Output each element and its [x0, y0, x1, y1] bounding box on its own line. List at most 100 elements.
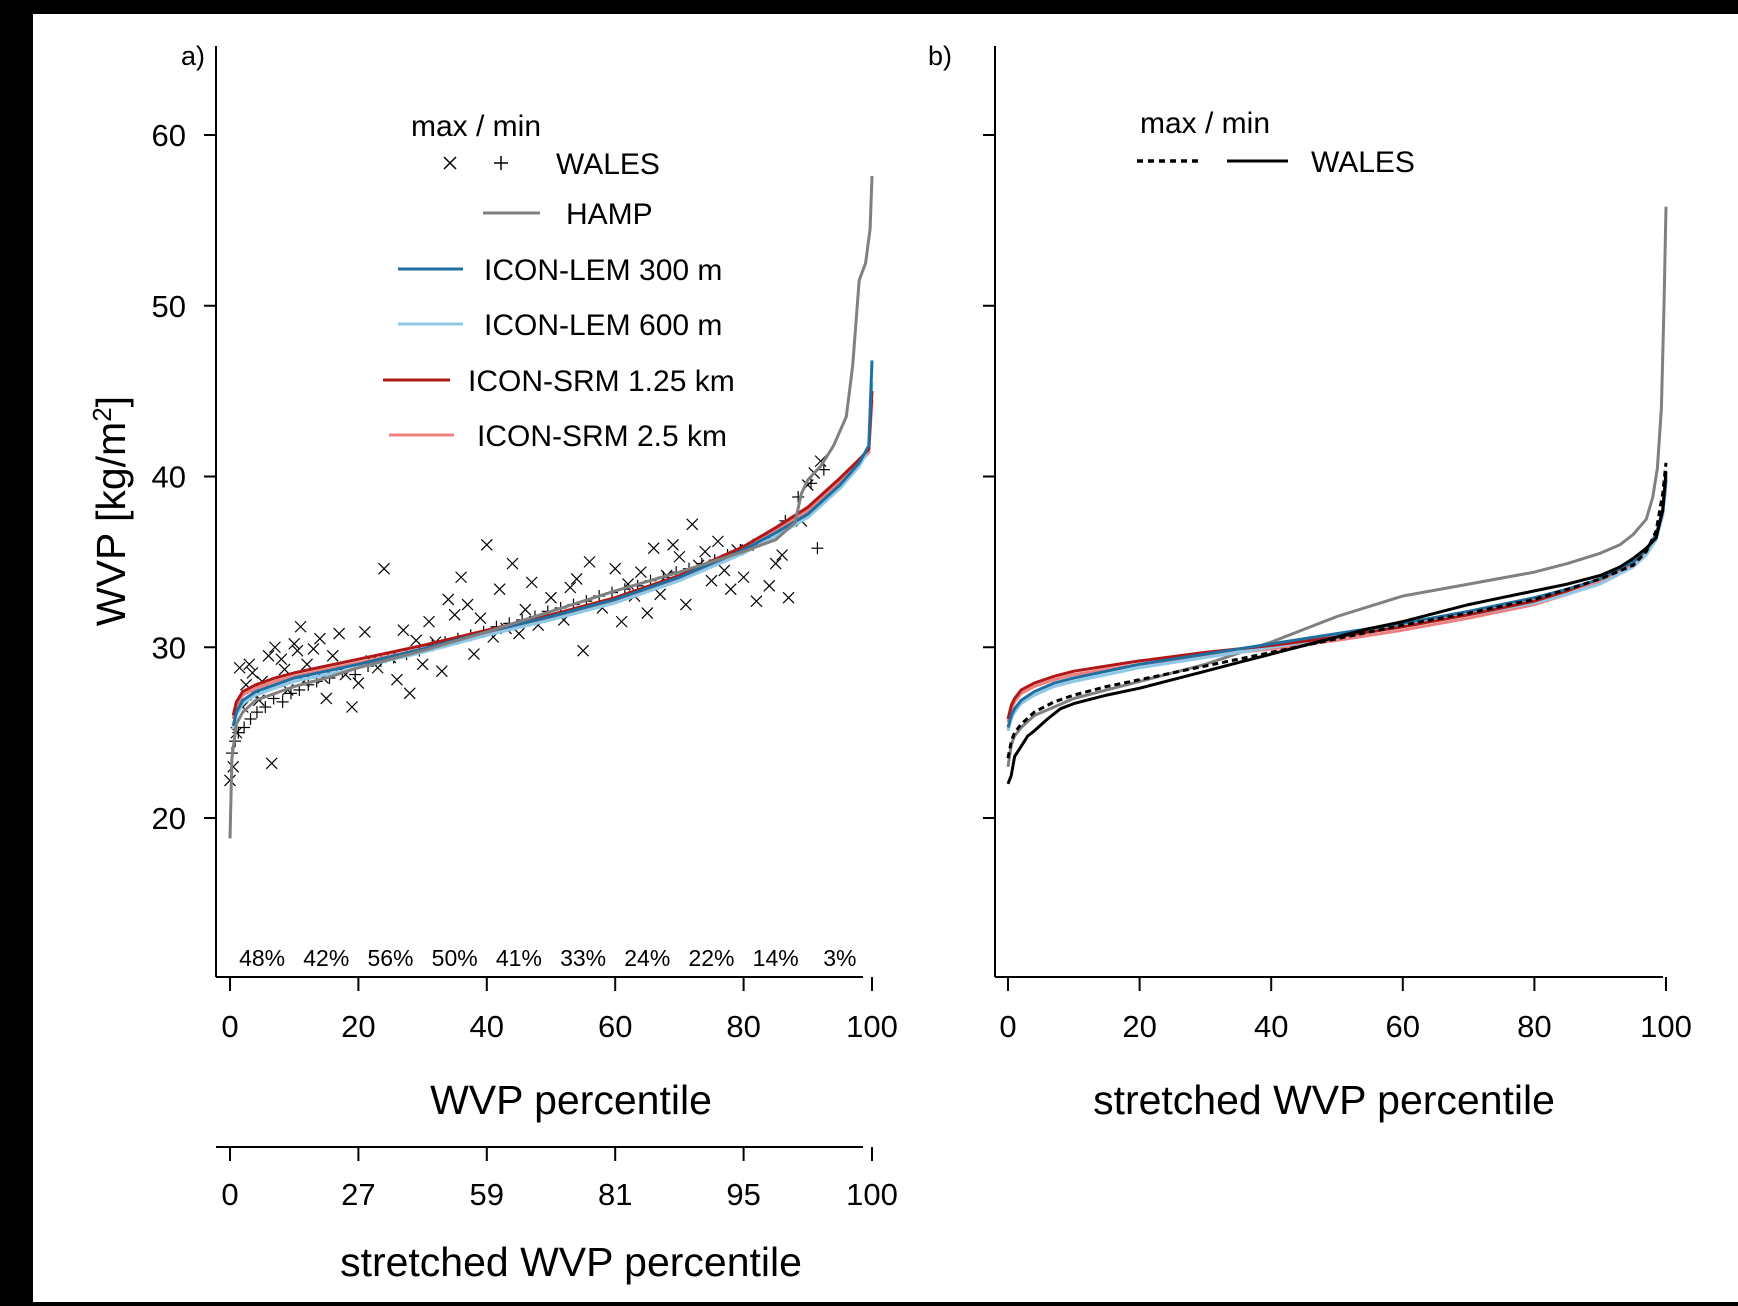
panel-a-y-axis-title: WVP [kg/m2]	[87, 396, 134, 626]
bin-annotation: 22%	[688, 945, 734, 971]
wales-max-point	[480, 538, 493, 551]
wales-max-point	[288, 637, 301, 650]
wales-max-point	[435, 665, 448, 678]
legend-a-plus-icon	[494, 156, 508, 170]
wales-max-point	[750, 595, 763, 608]
panel-b: b) 0 20 40 60 80 100 stretched WVP percentile…	[928, 41, 1692, 1123]
wales-max-point	[647, 542, 660, 555]
wales-max-point	[326, 649, 339, 662]
panel-b-xtick-label: 0	[999, 1009, 1016, 1044]
wales-min-point	[817, 463, 830, 476]
panel-b-xtick-label: 20	[1122, 1009, 1156, 1044]
series-icon-lem-600-m	[231, 382, 874, 730]
bin-annotation: 33%	[560, 945, 606, 971]
wales-max-point	[474, 612, 487, 625]
wales-max-point	[737, 571, 750, 584]
wales-max-point	[262, 649, 275, 662]
wales-max-point	[667, 538, 679, 551]
panel-a-xtick-label: 40	[470, 1009, 504, 1044]
wales-max-point	[269, 641, 281, 654]
wales-max-point	[570, 573, 583, 585]
legend-a-wales-label: WALES	[556, 148, 660, 181]
series-icon-lem-300-m	[231, 360, 874, 727]
legend-a-cross-icon	[443, 156, 457, 170]
wales-min-point	[244, 712, 257, 725]
panel-b-y-ticks	[983, 134, 995, 819]
bin-annotation: 24%	[624, 945, 670, 971]
wales-min-point	[284, 687, 297, 700]
panel-a-xtick-label: 0	[221, 1009, 238, 1044]
series-wales-max	[1006, 462, 1668, 759]
wales-max-point	[679, 598, 692, 611]
wales-min-point	[276, 695, 289, 708]
panel-a-ytick-label: 60	[152, 118, 186, 153]
wales-min-point	[811, 542, 824, 555]
wales-max-point	[390, 673, 403, 686]
wales-max-point	[265, 757, 278, 770]
wales-max-point	[615, 615, 628, 628]
bin-annotation: 41%	[496, 945, 542, 971]
panel-a-ytick-label: 50	[152, 289, 186, 324]
wales-max-point	[461, 598, 474, 611]
wales-max-point	[307, 643, 320, 655]
wales-max-point	[577, 644, 590, 657]
panel-a-legend: max / min WALES HAMP ICON-LEM 300 m ICON…	[383, 110, 735, 453]
wales-max-point	[333, 627, 346, 640]
wales-max-point	[397, 624, 410, 637]
wales-max-point	[493, 583, 506, 596]
wales-max-point	[313, 632, 326, 645]
wales-max-point	[641, 607, 654, 620]
wales-max-point	[455, 571, 468, 584]
wales-max-point	[442, 593, 455, 606]
wales-max-point	[403, 687, 416, 700]
figure-sheet: a) 20 30 40 50 60 0 20 40 60 80 100 WVP [kg/m2] W…	[33, 14, 1738, 1302]
secondary-axis-ticks: 0 27 59 81 95 100	[221, 1147, 898, 1212]
wales-max-point	[686, 518, 699, 531]
panel-a-xtick-label: 80	[726, 1009, 760, 1044]
panel-b-x-ticks: 0 20 40 60 80 100	[999, 977, 1692, 1044]
panel-a-ytick-label: 20	[152, 801, 186, 836]
panel-a-xtick-label: 20	[341, 1009, 375, 1044]
panel-a-label: a)	[181, 41, 205, 71]
series-hamp	[1006, 206, 1668, 768]
bin-annotation: 56%	[367, 945, 413, 971]
wales-max-point	[320, 692, 333, 705]
wales-max-point	[448, 608, 461, 621]
wales-max-point	[378, 562, 391, 575]
panel-b-legend: max / min WALES	[1137, 107, 1415, 179]
wales-max-point	[634, 566, 647, 579]
wales-max-point	[243, 658, 256, 671]
panel-a-x-ticks: 0 20 40 60 80 100	[221, 977, 898, 1044]
wales-max-point	[246, 666, 259, 679]
wales-max-point	[564, 581, 577, 594]
series-hamp	[228, 175, 874, 839]
wales-max-point	[699, 545, 712, 558]
legend-a-lem600-label: ICON-LEM 600 m	[484, 309, 722, 342]
secondary-tick-label: 95	[726, 1177, 760, 1212]
legend-b-wales-label: WALES	[1311, 146, 1415, 179]
legend-a-hamp-label: HAMP	[566, 198, 653, 231]
wales-max-point	[724, 583, 737, 596]
secondary-tick-label: 59	[470, 1177, 504, 1212]
panel-b-xtick-label: 40	[1254, 1009, 1288, 1044]
wales-max-point	[782, 591, 795, 604]
wales-max-point	[718, 564, 731, 577]
panel-b-xtick-label: 80	[1517, 1009, 1551, 1044]
y-title-main: WVP [kg/m	[88, 422, 134, 626]
wales-max-point	[294, 620, 307, 633]
panel-a-ytick-label: 40	[152, 460, 186, 495]
wales-max-point	[506, 557, 519, 570]
secondary-tick-label: 27	[341, 1177, 375, 1212]
panel-b-data	[1006, 206, 1668, 785]
wales-max-point	[275, 653, 288, 666]
panel-a-ytick-label: 30	[152, 630, 186, 665]
wales-max-point	[705, 574, 718, 587]
secondary-tick-label: 0	[221, 1177, 238, 1212]
secondary-tick-label: 81	[598, 1177, 632, 1212]
wales-max-point	[763, 579, 776, 592]
panel-a-data	[224, 175, 874, 839]
panel-a-xtick-label: 100	[846, 1009, 898, 1044]
